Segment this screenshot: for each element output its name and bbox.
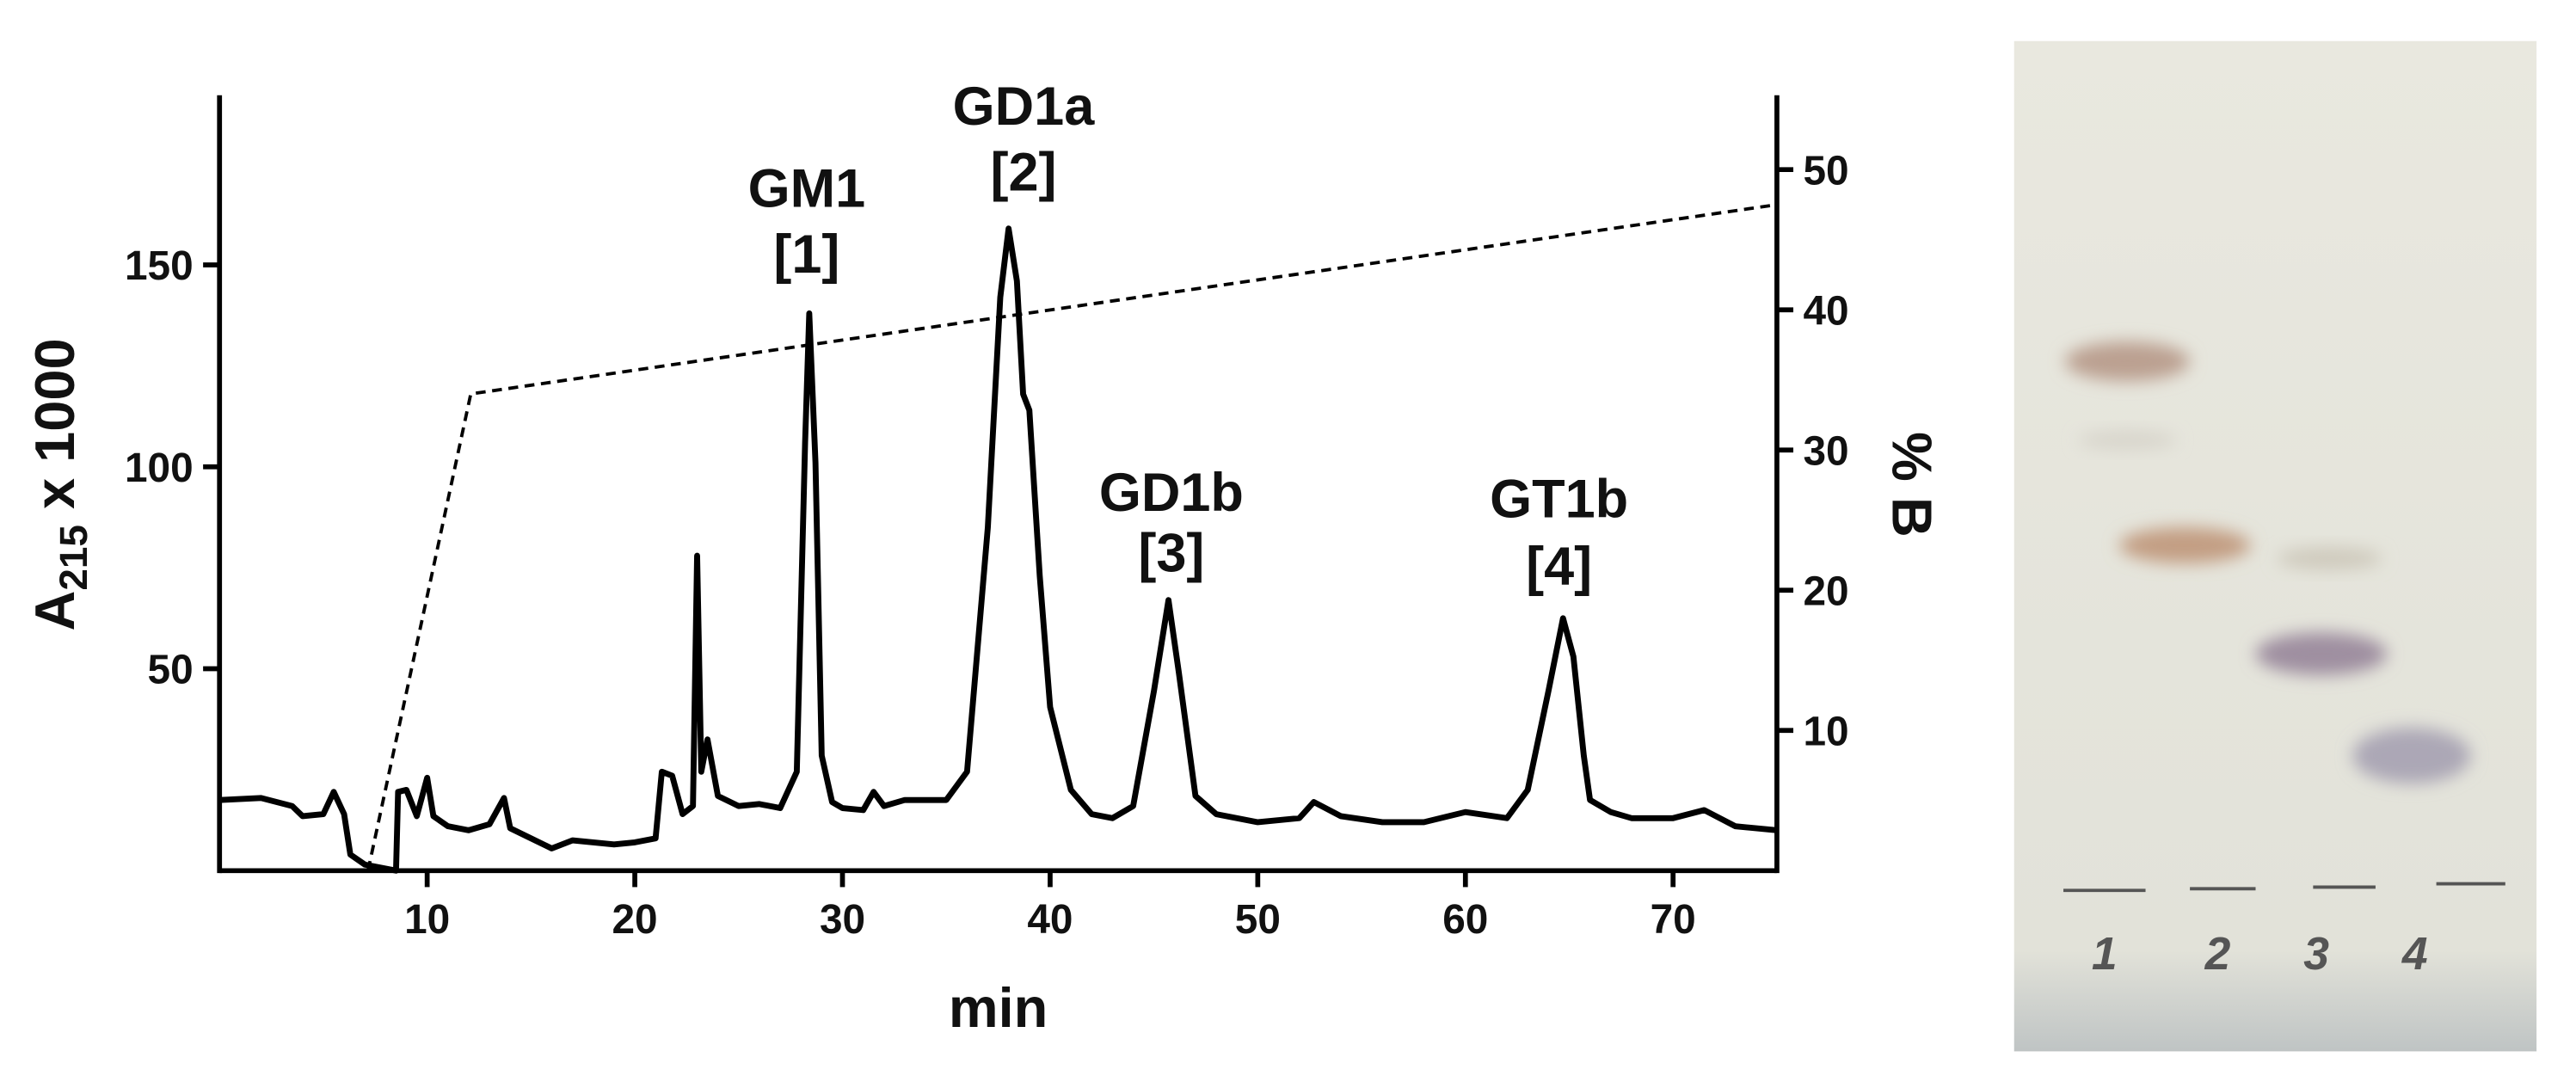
peak-number: [4] <box>1526 537 1592 597</box>
x-tick-label: 10 <box>404 897 450 943</box>
y-tick-label: 150 <box>125 243 194 289</box>
plate <box>2013 40 2537 1052</box>
spot <box>2064 341 2191 382</box>
x-tick-label: 30 <box>820 897 865 943</box>
y2-tick-label: 10 <box>1803 709 1848 754</box>
spot <box>2078 430 2177 451</box>
y2-tick-label: 40 <box>1803 288 1848 334</box>
spot <box>2118 527 2251 564</box>
peak-name: GM1 <box>748 159 866 219</box>
peak-number: [2] <box>990 143 1056 203</box>
lane-label: 2 <box>2204 929 2231 980</box>
gradient-line <box>366 203 1778 871</box>
peak-name: GD1b <box>1099 463 1244 523</box>
peak-number: [3] <box>1138 524 1204 584</box>
chromatogram-line <box>219 225 1778 874</box>
x-tick-label: 70 <box>1651 897 1696 943</box>
y-axis-label-part: A <box>23 591 86 631</box>
spot <box>2255 632 2388 676</box>
x-axis-label: min <box>949 976 1048 1039</box>
x-tick-label: 40 <box>1027 897 1073 943</box>
spot <box>2352 728 2471 784</box>
y2-tick-label: 30 <box>1803 428 1848 474</box>
x-tick-label: 60 <box>1442 897 1488 943</box>
x-tick-label: 50 <box>1235 897 1281 943</box>
lane-labels: 1 2 3 4 <box>2092 929 2428 980</box>
lane-label: 4 <box>2401 929 2428 980</box>
spot <box>2277 547 2382 570</box>
y2-tick-label: 50 <box>1803 148 1848 194</box>
origin-marks <box>2063 882 2505 893</box>
lane-label: 3 <box>2303 929 2329 980</box>
x-tick-label: 20 <box>612 897 658 943</box>
y2-tick-label: 20 <box>1803 569 1848 614</box>
y-tick-label: 50 <box>148 648 194 693</box>
peak-name: GD1a <box>953 77 1096 137</box>
y-axis-label: A215 x 1000 <box>23 338 95 630</box>
y-tick-label: 100 <box>125 446 194 491</box>
y2-axis-label: % B <box>1880 432 1943 538</box>
y-axis-label-part: x 1000 <box>23 338 86 525</box>
tlc-plate <box>2013 40 2537 1052</box>
y-axis-label-part: 215 <box>52 525 95 590</box>
lane-label: 1 <box>2092 929 2118 980</box>
peak-name: GT1b <box>1490 470 1628 530</box>
peak-number: [1] <box>773 224 839 285</box>
